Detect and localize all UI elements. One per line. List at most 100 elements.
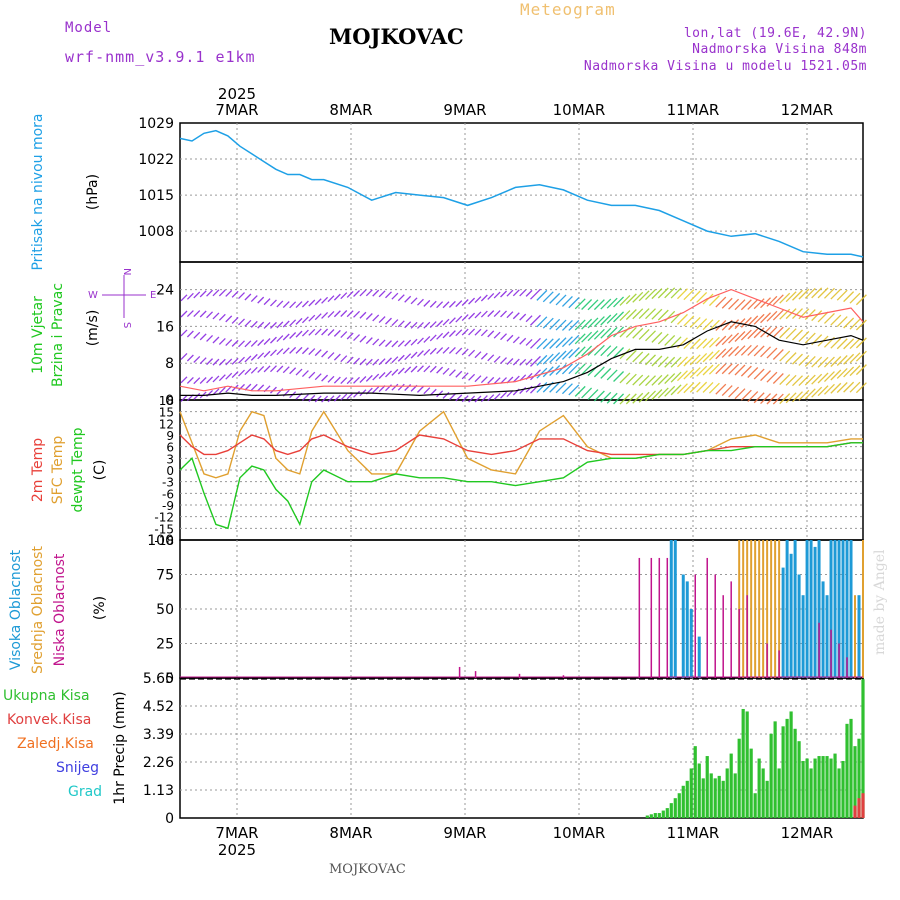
precip-bar xyxy=(717,775,721,818)
wind-barb xyxy=(416,337,424,345)
wind-barb xyxy=(193,331,201,339)
wind-barb xyxy=(455,300,463,308)
wind-barb xyxy=(536,381,548,393)
wind-barb xyxy=(536,338,548,350)
wind-barb xyxy=(250,320,258,328)
wind-barb xyxy=(664,356,676,368)
wind-barb xyxy=(519,337,527,345)
wind-barb xyxy=(448,330,456,338)
wind-barb xyxy=(798,389,810,401)
wind-barb xyxy=(613,296,625,308)
wind-barb xyxy=(772,349,784,360)
wind-barb xyxy=(314,373,322,381)
precip-legend-5: Grad xyxy=(68,784,102,800)
precip-bar xyxy=(713,778,717,818)
wind-barb xyxy=(321,328,329,336)
wind-barb xyxy=(385,357,392,365)
convective-bar xyxy=(861,793,865,818)
wind-barb xyxy=(461,328,469,336)
precip-bar xyxy=(833,753,837,818)
wind-barb xyxy=(855,337,867,349)
wind-barb xyxy=(792,353,803,365)
wind-barb xyxy=(327,352,335,360)
precip-bar xyxy=(817,756,821,818)
wind-barb xyxy=(448,347,456,354)
y-tick-label: 100 xyxy=(147,533,174,549)
precip-bar xyxy=(789,711,793,818)
wind-barb xyxy=(613,311,625,323)
mid-cloud-bar xyxy=(770,540,773,678)
compass-s: S xyxy=(121,322,132,328)
wind-barb xyxy=(225,358,233,366)
wind-barb xyxy=(410,365,418,373)
wind-barb xyxy=(587,389,599,400)
wind-barb xyxy=(263,365,271,373)
precip-bar xyxy=(761,768,765,818)
precip-bar xyxy=(661,810,665,818)
wind-barb xyxy=(747,298,759,310)
wind-barb xyxy=(574,363,586,375)
wind-barb xyxy=(231,357,239,365)
low-cloud-bar xyxy=(650,557,653,678)
wind-barb xyxy=(549,292,561,304)
wind-barb xyxy=(257,365,265,373)
wind-barb xyxy=(600,314,612,326)
wind-barb xyxy=(696,381,708,393)
wind-barb xyxy=(581,318,593,330)
wind-barb xyxy=(677,288,688,300)
wind-barb xyxy=(708,336,720,348)
wind-barb xyxy=(836,316,848,328)
wind-barb xyxy=(855,382,867,394)
precip-bar xyxy=(857,738,861,818)
precip-bar xyxy=(861,679,865,818)
wind-barb xyxy=(619,295,631,306)
y-tick-label: 5.65 xyxy=(143,671,174,687)
wind-barb xyxy=(480,395,488,403)
wind-barb xyxy=(606,297,618,309)
wind-barb xyxy=(606,345,618,357)
wind-barb xyxy=(480,310,488,318)
y-tick-label: 15 xyxy=(159,406,174,420)
wind-barb xyxy=(823,371,835,383)
wind-barb xyxy=(391,368,399,376)
mid-cloud-bar xyxy=(854,595,857,678)
wind-barb xyxy=(186,292,194,300)
high-cloud-bar xyxy=(821,581,825,678)
wind-barb xyxy=(359,376,367,383)
wind-barb xyxy=(766,393,778,405)
wind-barb xyxy=(429,347,437,355)
mid-cloud-bar xyxy=(862,540,864,678)
precip-bar xyxy=(709,773,713,818)
wind-barb xyxy=(480,376,488,384)
pressure-unit: (hPa) xyxy=(85,174,101,210)
wind-barb xyxy=(257,384,265,392)
wind-barb xyxy=(689,290,701,302)
wind-barb xyxy=(811,386,823,398)
wind-barb xyxy=(728,332,740,344)
wind-barb xyxy=(404,353,412,361)
wind-barb xyxy=(180,294,188,302)
wind-barb xyxy=(721,385,733,397)
wind-barb xyxy=(836,338,848,350)
high-cloud-bar xyxy=(689,609,693,678)
wind-barb xyxy=(180,395,188,402)
wind-barb xyxy=(702,319,714,331)
precip-bar xyxy=(781,726,785,818)
precip-bar xyxy=(705,756,709,818)
wind-barb xyxy=(385,370,392,378)
wind-barb xyxy=(798,375,810,387)
wind-barb xyxy=(493,291,501,299)
wind-barb xyxy=(474,395,482,403)
wind-barb xyxy=(677,313,688,325)
wind-barb xyxy=(843,317,855,329)
wind-barb xyxy=(289,332,297,339)
wind-barb xyxy=(760,346,772,358)
wind-barb xyxy=(689,381,701,393)
wind-barb xyxy=(238,292,245,300)
wind-barb xyxy=(180,310,188,318)
wind-barb xyxy=(645,375,656,387)
wind-barb xyxy=(218,358,226,366)
wind-barb xyxy=(468,395,476,403)
wind-barb xyxy=(721,363,733,375)
